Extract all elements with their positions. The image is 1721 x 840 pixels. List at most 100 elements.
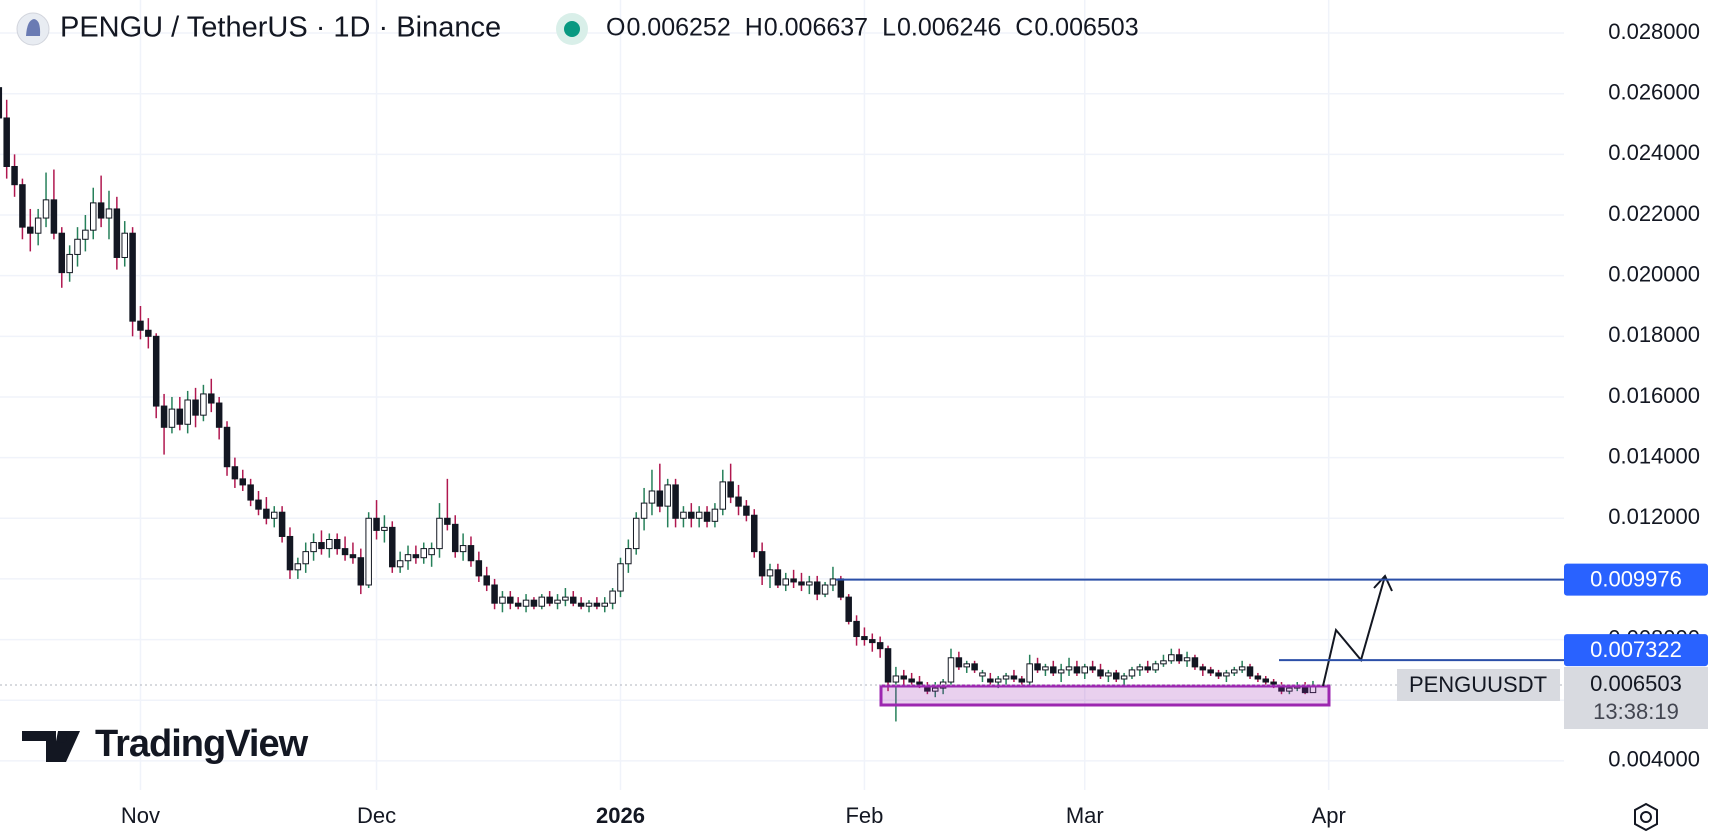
candle-body bbox=[1183, 657, 1191, 662]
candle-body bbox=[743, 505, 750, 516]
y-tick-label: 0.022000 bbox=[1608, 201, 1700, 226]
candle-body bbox=[89, 202, 97, 231]
chart-title[interactable]: PENGU / TetherUS · 1D · Binance bbox=[60, 12, 501, 44]
x-tick-label: Nov bbox=[121, 803, 160, 828]
candle-body bbox=[333, 539, 341, 550]
candle-body bbox=[680, 511, 687, 519]
y-tick-label: 0.024000 bbox=[1608, 140, 1700, 165]
y-tick-label: 0.016000 bbox=[1608, 383, 1700, 408]
y-tick-label: 0.018000 bbox=[1608, 322, 1700, 347]
candle-body bbox=[1081, 666, 1089, 674]
candle-body bbox=[412, 554, 420, 559]
candle-body bbox=[1002, 675, 1010, 680]
candle-body bbox=[813, 581, 821, 595]
brand-logo-dot bbox=[57, 733, 67, 743]
candle-body bbox=[381, 526, 388, 531]
candle-body bbox=[50, 199, 58, 234]
candle-body bbox=[821, 584, 829, 595]
candle-body bbox=[444, 517, 451, 525]
candle-body bbox=[34, 217, 42, 234]
candle-body bbox=[451, 523, 459, 553]
settings-icon-center bbox=[1640, 811, 1652, 823]
settings-icon[interactable] bbox=[1634, 802, 1658, 832]
x-tick-label: 2026 bbox=[596, 803, 645, 828]
candle-body bbox=[727, 481, 734, 498]
candle-body bbox=[42, 199, 50, 219]
candle-body bbox=[1128, 669, 1136, 677]
candle-body bbox=[664, 484, 671, 507]
candle-body bbox=[82, 229, 89, 240]
price-badge bbox=[1564, 634, 1708, 667]
candle-body bbox=[184, 399, 191, 425]
candle-body bbox=[609, 590, 616, 604]
candle-body bbox=[1160, 660, 1167, 665]
y-tick-label: 0.004000 bbox=[1608, 747, 1700, 772]
candle-body bbox=[349, 554, 357, 559]
candle-body bbox=[192, 399, 199, 416]
candle-body bbox=[97, 202, 105, 219]
countdown: 13:38:19 bbox=[1593, 699, 1679, 724]
candle-body bbox=[994, 678, 1002, 683]
candle-body bbox=[270, 511, 278, 519]
candle-body bbox=[428, 548, 435, 556]
candle-body bbox=[310, 542, 317, 553]
projection-arrow[interactable] bbox=[1322, 575, 1386, 687]
candle-body bbox=[1010, 675, 1018, 680]
candle-body bbox=[389, 526, 396, 568]
candle-body bbox=[278, 511, 286, 537]
candle-body bbox=[892, 675, 900, 683]
candle-body bbox=[357, 557, 365, 586]
candle-body bbox=[971, 663, 978, 671]
price-badge-label: 0.009976 bbox=[1590, 566, 1682, 591]
candle-body bbox=[420, 548, 428, 559]
candle-body bbox=[1050, 666, 1057, 674]
candle-body bbox=[208, 393, 215, 404]
candle-body bbox=[223, 426, 231, 468]
candle-body bbox=[900, 675, 908, 680]
candle-body bbox=[522, 599, 530, 607]
candle-body bbox=[152, 335, 160, 407]
candle-body bbox=[1175, 654, 1183, 662]
candle-body bbox=[294, 563, 302, 571]
ohlc-value: 0.006637 bbox=[764, 14, 868, 42]
candle-body bbox=[1152, 663, 1159, 671]
candle-body bbox=[1057, 669, 1065, 674]
candle-body bbox=[145, 329, 152, 337]
candle-body bbox=[1215, 672, 1222, 677]
symbol-badge bbox=[1397, 669, 1560, 701]
ohlc-legend: O 0.006252 H 0.006637 L 0.006246 C 0.006503 bbox=[606, 14, 1139, 42]
candle-body bbox=[648, 490, 656, 504]
candle-body bbox=[719, 481, 727, 510]
candle-body bbox=[373, 517, 380, 531]
ohlc-key: L bbox=[882, 14, 896, 42]
candle-body bbox=[1286, 687, 1293, 692]
candle-body bbox=[625, 548, 632, 565]
candle-body bbox=[869, 639, 876, 644]
candle-body bbox=[570, 596, 577, 604]
candle-body bbox=[231, 466, 239, 480]
grid: 0.0040000.0060000.0080000.0100000.012000… bbox=[0, 0, 1700, 828]
candle-body bbox=[546, 596, 553, 604]
status-dot[interactable] bbox=[564, 21, 580, 37]
candle-body bbox=[695, 511, 703, 519]
candle-body bbox=[318, 542, 325, 550]
candle-body bbox=[703, 511, 711, 522]
candle-body bbox=[751, 514, 758, 553]
candle-body bbox=[105, 208, 113, 219]
candle-body bbox=[876, 642, 884, 650]
candle-body bbox=[1231, 669, 1238, 674]
candle-body bbox=[1207, 669, 1214, 674]
range-box[interactable] bbox=[879, 684, 1331, 707]
candle-body bbox=[806, 581, 813, 586]
candle-body bbox=[483, 575, 490, 586]
brand-name[interactable]: TradingView bbox=[95, 723, 310, 765]
y-tick-label: 0.026000 bbox=[1608, 80, 1700, 105]
candle-body bbox=[632, 517, 640, 550]
candle-body bbox=[11, 165, 18, 186]
candle-body bbox=[1144, 666, 1151, 671]
candle-body bbox=[113, 208, 121, 258]
candle-body bbox=[467, 545, 475, 562]
candle-body bbox=[507, 596, 514, 604]
